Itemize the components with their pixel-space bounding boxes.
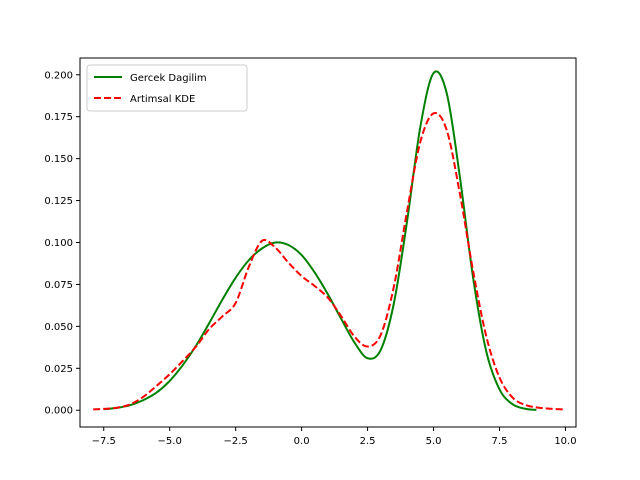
y-tick-label: 0.100 — [44, 238, 73, 249]
x-tick-label: −2.5 — [224, 436, 248, 447]
axes-frame — [79, 57, 577, 428]
x-tick-label: −7.5 — [92, 436, 116, 447]
legend-label: Artimsal KDE — [130, 94, 195, 105]
y-tick-label: 0.025 — [44, 364, 73, 375]
x-tick-label: 2.5 — [360, 436, 376, 447]
x-tick-label: 7.5 — [492, 436, 508, 447]
plot-area — [93, 70, 566, 411]
x-axis: −7.5 −5.0 −2.5 0.0 2.5 5.0 7.5 10.0 — [92, 427, 577, 447]
x-tick-label: 10.0 — [554, 436, 576, 447]
x-tick-label: −5.0 — [158, 436, 182, 447]
y-tick-label: 0.200 — [44, 70, 73, 81]
y-tick-label: 0.125 — [44, 196, 73, 207]
y-tick-label: 0.050 — [44, 322, 73, 333]
y-tick-label: 0.150 — [44, 154, 73, 165]
y-axis: 0.000 0.025 0.050 0.075 0.100 0.125 0.150 0.175… — [44, 70, 80, 417]
series-line-artimsal-kde — [93, 111, 566, 411]
x-tick-label: 0.0 — [294, 436, 310, 447]
y-tick-label: 0.075 — [44, 280, 73, 291]
x-tick-label: 5.0 — [426, 436, 442, 447]
y-tick-label: 0.000 — [44, 406, 73, 417]
y-tick-label: 0.175 — [44, 112, 73, 123]
legend: Gercek Dagilim Artimsal KDE — [86, 64, 248, 112]
legend-label: Gercek Dagilim — [130, 73, 207, 84]
legend-box — [86, 64, 248, 112]
